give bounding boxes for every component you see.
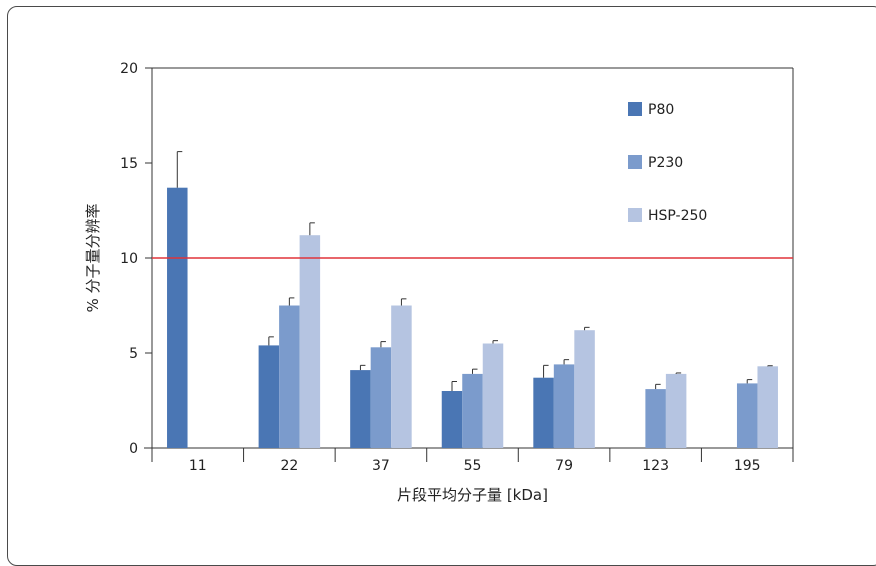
bar [258,345,280,448]
x-axis-title: 片段平均分子量 [kDa] [397,486,548,504]
legend-label: P80 [648,102,674,118]
y-tick-label: 0 [129,441,138,457]
y-tick-label: 10 [120,251,138,267]
bars-group [167,187,778,448]
error-bars-group [176,151,773,391]
bar [441,391,463,448]
bar [645,389,666,448]
bar [167,187,188,448]
bar [757,366,778,448]
legend-label: P230 [648,155,683,171]
bar [665,373,687,448]
bar [462,373,483,448]
bar [279,305,300,448]
x-tick-label: 22 [280,458,298,474]
x-tick-label: 55 [464,458,482,474]
bar [553,364,575,448]
bar [391,305,412,448]
y-tick-label: 20 [120,61,138,77]
x-tick-label: 11 [189,458,207,474]
x-tick-label: 195 [734,458,761,474]
y-tick-label: 5 [129,346,138,362]
x-tick-label: 37 [372,458,390,474]
bar [736,383,758,448]
legend-label: HSP-250 [648,208,707,224]
bar [482,343,504,448]
y-tick-label: 15 [120,156,138,172]
x-tick-label: 123 [642,458,669,474]
bar [350,370,371,448]
legend: P80 P230 HSP-250 [628,102,707,224]
legend-swatch [628,155,642,169]
bar [370,347,392,448]
bar [299,235,321,448]
legend-swatch [628,208,642,222]
legend-swatch [628,102,642,116]
x-tick-label: 79 [555,458,573,474]
bar [533,377,554,448]
bar [574,330,595,448]
y-axis-title: % 分子量分辨率 [84,203,102,312]
